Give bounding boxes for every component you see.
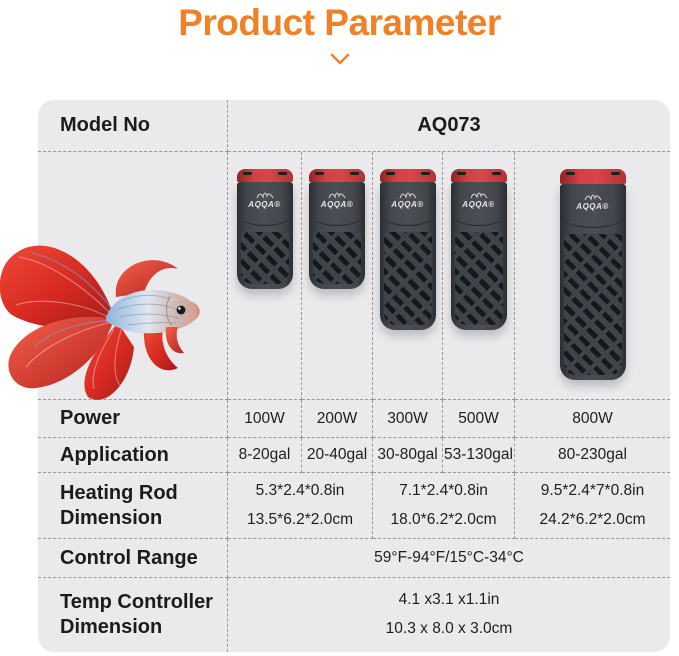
- cap-slot-icon: [350, 172, 359, 175]
- application-value-800w: 80-230gal: [515, 438, 670, 473]
- heating-rod-dimension-100-200w: 5.3*2.4*0.8in 13.5*6.2*2.0cm: [228, 473, 373, 539]
- aqqa-logo: AQQA®: [560, 184, 626, 214]
- model-no-label: Model No: [38, 100, 228, 152]
- heater-image-300w: AQQA®: [379, 169, 436, 330]
- heater-vents: [313, 232, 361, 284]
- heater-image-100w: AQQA®: [236, 169, 293, 289]
- aqqa-logo: AQQA®: [380, 182, 436, 212]
- image-row-spacer: [38, 152, 228, 400]
- cap-slot-icon: [277, 172, 287, 175]
- heater-cap: [559, 169, 626, 184]
- heater-seam: [451, 212, 506, 226]
- heater-cap: [309, 169, 365, 182]
- power-value-200w: 200W: [302, 400, 373, 438]
- heater-image-500w: AQQA®: [450, 169, 507, 330]
- heater-seam: [310, 212, 364, 226]
- aqqa-logo: AQQA®: [237, 182, 293, 212]
- aqqa-brand-text: AQQA®: [248, 200, 281, 209]
- heater-body: AQQA®: [379, 182, 436, 330]
- spec-table: Model No AQ073 AQQA®: [38, 100, 670, 652]
- heater-cell-300w: AQQA®: [373, 152, 443, 400]
- page-title: Product Parameter: [178, 2, 501, 43]
- application-value-100w: 8-20gal: [228, 438, 302, 473]
- power-value-500w: 500W: [443, 400, 515, 438]
- aqqa-crown-icon: [256, 192, 273, 199]
- application-value-500w: 53-130gal: [443, 438, 515, 473]
- aqqa-brand-text: AQQA®: [576, 202, 609, 211]
- aqqa-logo: AQQA®: [451, 182, 507, 212]
- aqqa-crown-icon: [584, 194, 601, 201]
- heating-rod-dimension-label-text: Heating Rod Dimension: [60, 481, 178, 529]
- cap-slot-icon: [315, 172, 324, 175]
- title-section: Product Parameter: [0, 2, 679, 65]
- temp-controller-dimension-label: Temp Controller Dimension: [38, 578, 228, 652]
- control-range-value: 59°F-94°F/15°C-34°C: [228, 539, 670, 578]
- heater-cell-200w: AQQA®: [302, 152, 373, 400]
- heating-rod-dimension-label: Heating Rod Dimension: [38, 473, 228, 539]
- aqqa-crown-icon: [328, 192, 346, 199]
- application-value-200w: 20-40gal: [302, 438, 373, 473]
- heating-rod-dimension-300-500w: 7.1*2.4*0.8in 18.0*6.2*2.0cm: [373, 473, 515, 539]
- cap-slot-icon: [610, 172, 620, 175]
- cap-slot-icon: [491, 172, 501, 175]
- heater-vents: [454, 232, 503, 325]
- heater-body: AQQA®: [309, 182, 365, 289]
- heater-seam: [560, 214, 625, 228]
- aqqa-crown-icon: [470, 192, 487, 199]
- heater-cap: [379, 169, 436, 182]
- application-label: Application: [38, 438, 228, 473]
- heater-seam: [380, 212, 435, 226]
- power-value-800w: 800W: [515, 400, 670, 438]
- control-range-label: Control Range: [38, 539, 228, 578]
- heater-vents: [563, 234, 622, 375]
- heater-cell-100w: AQQA®: [228, 152, 302, 400]
- aqqa-brand-text: AQQA®: [320, 200, 354, 209]
- heater-cap: [236, 169, 293, 182]
- cap-slot-icon: [385, 172, 395, 175]
- aqqa-crown-icon: [399, 192, 416, 199]
- betta-fish-image: [0, 245, 200, 400]
- aqqa-brand-text: AQQA®: [462, 200, 495, 209]
- heating-rod-dimension-800w: 9.5*2.4*7*0.8in 24.2*6.2*2.0cm: [515, 473, 670, 539]
- temp-controller-dimension-label-text: Temp Controller Dimension: [60, 591, 213, 638]
- heater-vents: [240, 232, 289, 284]
- cap-slot-icon: [456, 172, 466, 175]
- power-value-100w: 100W: [228, 400, 302, 438]
- heater-vents: [383, 232, 432, 325]
- application-value-300w: 30-80gal: [373, 438, 443, 473]
- cap-slot-icon: [565, 172, 575, 175]
- heater-image-800w: AQQA®: [559, 169, 626, 380]
- heater-cap: [450, 169, 507, 182]
- chevron-down-icon: [330, 53, 349, 65]
- heater-body: AQQA®: [236, 182, 293, 289]
- heater-image-200w: AQQA®: [309, 169, 365, 289]
- model-no-value: AQ073: [228, 100, 670, 152]
- temp-controller-dimension-value: 4.1 x3.1 x1.1in 10.3 x 8.0 x 3.0cm: [385, 591, 513, 637]
- heater-cell-500w: AQQA®: [443, 152, 515, 400]
- heater-body: AQQA®: [450, 182, 507, 330]
- cap-slot-icon: [242, 172, 252, 175]
- power-label: Power: [38, 400, 228, 438]
- cap-slot-icon: [420, 172, 430, 175]
- heater-seam: [237, 212, 292, 226]
- aqqa-logo: AQQA®: [309, 182, 365, 212]
- aqqa-brand-text: AQQA®: [391, 200, 424, 209]
- power-value-300w: 300W: [373, 400, 443, 438]
- heater-cell-800w: AQQA®: [515, 152, 670, 400]
- heater-body: AQQA®: [559, 184, 626, 380]
